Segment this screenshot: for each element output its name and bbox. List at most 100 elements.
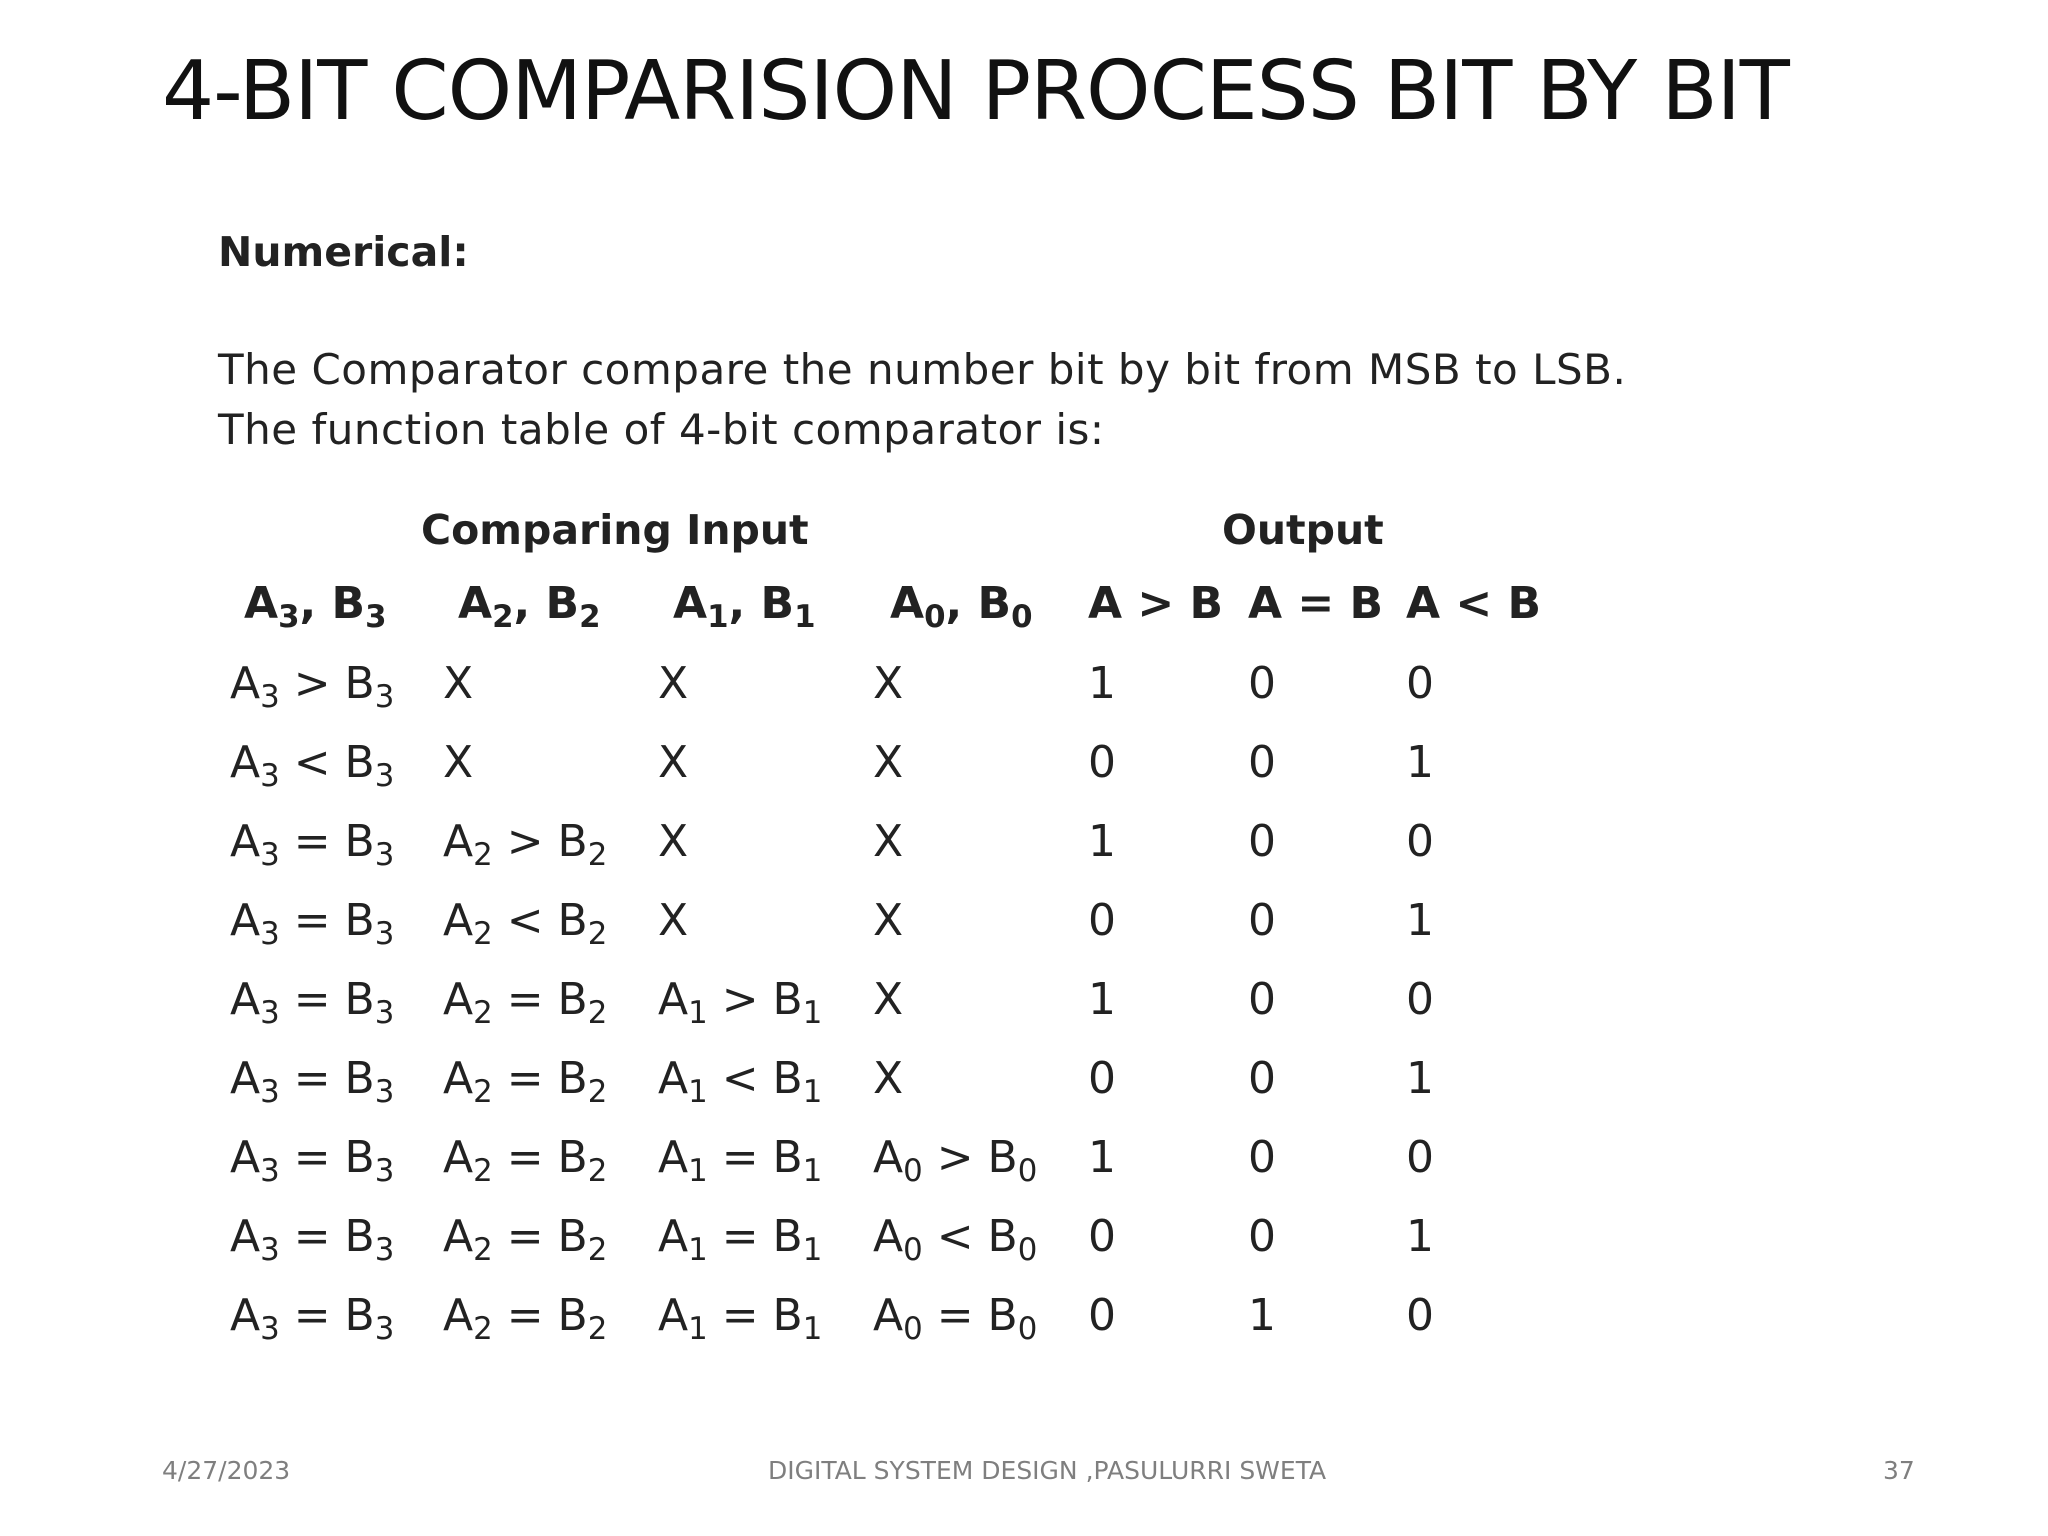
table-cell: A2 = B2 bbox=[443, 1211, 607, 1266]
cell-text: 0 bbox=[1248, 658, 1276, 709]
cell-text: > B bbox=[707, 974, 803, 1025]
cell-text: 0 bbox=[1406, 974, 1434, 1025]
cell-text: < B bbox=[922, 1211, 1018, 1262]
subscript: 3 bbox=[374, 679, 395, 716]
cell-text: A bbox=[443, 974, 474, 1025]
subscript: 2 bbox=[587, 916, 608, 953]
comparing-input-header: Comparing Input bbox=[421, 506, 809, 554]
subscript: 0 bbox=[1017, 1153, 1038, 1190]
cell-text: , B bbox=[728, 578, 795, 629]
numerical-heading: Numerical: bbox=[218, 228, 469, 276]
table-cell: A1 < B1 bbox=[658, 1053, 822, 1108]
cell-text: A = B bbox=[1248, 578, 1384, 629]
subscript: 0 bbox=[924, 599, 946, 636]
cell-text: A bbox=[658, 1053, 689, 1104]
cell-text: 0 bbox=[1248, 895, 1276, 946]
subscript: 2 bbox=[473, 1232, 493, 1269]
table-cell: A2 = B2 bbox=[443, 1053, 607, 1108]
table-cell: A3 = B3 bbox=[230, 1132, 394, 1187]
subscript: 2 bbox=[587, 1232, 608, 1269]
cell-text: 0 bbox=[1406, 1290, 1434, 1341]
table-cell: 1 bbox=[1406, 1211, 1434, 1262]
cell-text: A bbox=[230, 895, 261, 946]
table-cell: 0 bbox=[1248, 658, 1276, 709]
table-cell: 1 bbox=[1248, 1290, 1276, 1341]
cell-text: 0 bbox=[1406, 1132, 1434, 1183]
cell-text: 0 bbox=[1088, 1211, 1116, 1262]
subscript: 1 bbox=[802, 1153, 823, 1190]
cell-text: A bbox=[230, 1290, 261, 1341]
column-header: A0, B0 bbox=[890, 578, 1033, 633]
cell-text: 0 bbox=[1088, 895, 1116, 946]
subscript: 1 bbox=[707, 599, 729, 636]
table-cell: A3 = B3 bbox=[230, 1211, 394, 1266]
table-cell: A2 > B2 bbox=[443, 816, 607, 871]
cell-text: = B bbox=[707, 1290, 803, 1341]
table-cell: 0 bbox=[1406, 1132, 1434, 1183]
cell-text: 1 bbox=[1088, 1132, 1116, 1183]
subscript: 1 bbox=[688, 1311, 708, 1348]
subscript: 2 bbox=[473, 916, 493, 953]
subscript: 3 bbox=[260, 758, 280, 795]
cell-text: A bbox=[873, 1290, 904, 1341]
cell-text: A bbox=[443, 1290, 474, 1341]
subscript: 1 bbox=[794, 599, 816, 636]
table-cell: X bbox=[443, 737, 473, 788]
cell-text: A bbox=[230, 1053, 261, 1104]
cell-text: X bbox=[658, 895, 689, 946]
footer-date: 4/27/2023 bbox=[162, 1456, 291, 1485]
table-cell: 1 bbox=[1088, 658, 1116, 709]
cell-text: = B bbox=[492, 1290, 588, 1341]
cell-text: A bbox=[443, 1132, 474, 1183]
cell-text: A bbox=[230, 658, 261, 709]
cell-text: 0 bbox=[1248, 974, 1276, 1025]
cell-text: = B bbox=[492, 1053, 588, 1104]
cell-text: A bbox=[673, 578, 708, 629]
subscript: 0 bbox=[1011, 599, 1033, 636]
cell-text: A bbox=[873, 1211, 904, 1262]
cell-text: 1 bbox=[1088, 816, 1116, 867]
table-cell: 0 bbox=[1406, 658, 1434, 709]
subscript: 3 bbox=[260, 995, 280, 1032]
cell-text: = B bbox=[492, 1211, 588, 1262]
subscript: 2 bbox=[587, 837, 608, 874]
subscript: 3 bbox=[374, 916, 395, 953]
table-cell: 0 bbox=[1248, 1132, 1276, 1183]
table-cell: 0 bbox=[1248, 1211, 1276, 1262]
cell-text: X bbox=[443, 737, 474, 788]
table-cell: A1 = B1 bbox=[658, 1132, 822, 1187]
column-header: A1, B1 bbox=[673, 578, 816, 633]
cell-text: 1 bbox=[1406, 737, 1434, 788]
cell-text: 0 bbox=[1406, 816, 1434, 867]
subscript: 3 bbox=[365, 599, 387, 636]
cell-text: A bbox=[890, 578, 925, 629]
cell-text: X bbox=[873, 895, 904, 946]
table-cell: 0 bbox=[1406, 1290, 1434, 1341]
subscript: 3 bbox=[374, 837, 395, 874]
subscript: 2 bbox=[587, 1311, 608, 1348]
subscript: 3 bbox=[260, 679, 280, 716]
subscript: 2 bbox=[473, 995, 493, 1032]
subscript: 2 bbox=[587, 1074, 608, 1111]
table-cell: 1 bbox=[1406, 895, 1434, 946]
subscript: 2 bbox=[587, 995, 608, 1032]
footer-center-text: DIGITAL SYSTEM DESIGN ,PASULURRI SWETA bbox=[768, 1456, 1327, 1485]
cell-text: = B bbox=[707, 1211, 803, 1262]
description-line-2: The function table of 4-bit comparator i… bbox=[218, 405, 1105, 454]
footer-page-number: 37 bbox=[1883, 1456, 1915, 1485]
table-cell: X bbox=[873, 658, 903, 709]
cell-text: X bbox=[873, 974, 904, 1025]
subscript: 2 bbox=[579, 599, 601, 636]
cell-text: = B bbox=[492, 1132, 588, 1183]
cell-text: < B bbox=[492, 895, 588, 946]
table-cell: A1 > B1 bbox=[658, 974, 822, 1029]
cell-text: 0 bbox=[1248, 1053, 1276, 1104]
cell-text: 0 bbox=[1248, 1211, 1276, 1262]
cell-text: 0 bbox=[1088, 1053, 1116, 1104]
description-line-1: The Comparator compare the number bit by… bbox=[218, 345, 1627, 394]
table-cell: A3 = B3 bbox=[230, 816, 394, 871]
table-cell: 0 bbox=[1088, 737, 1116, 788]
output-header: Output bbox=[1222, 506, 1384, 554]
subscript: 3 bbox=[374, 1074, 395, 1111]
cell-text: > B bbox=[922, 1132, 1018, 1183]
